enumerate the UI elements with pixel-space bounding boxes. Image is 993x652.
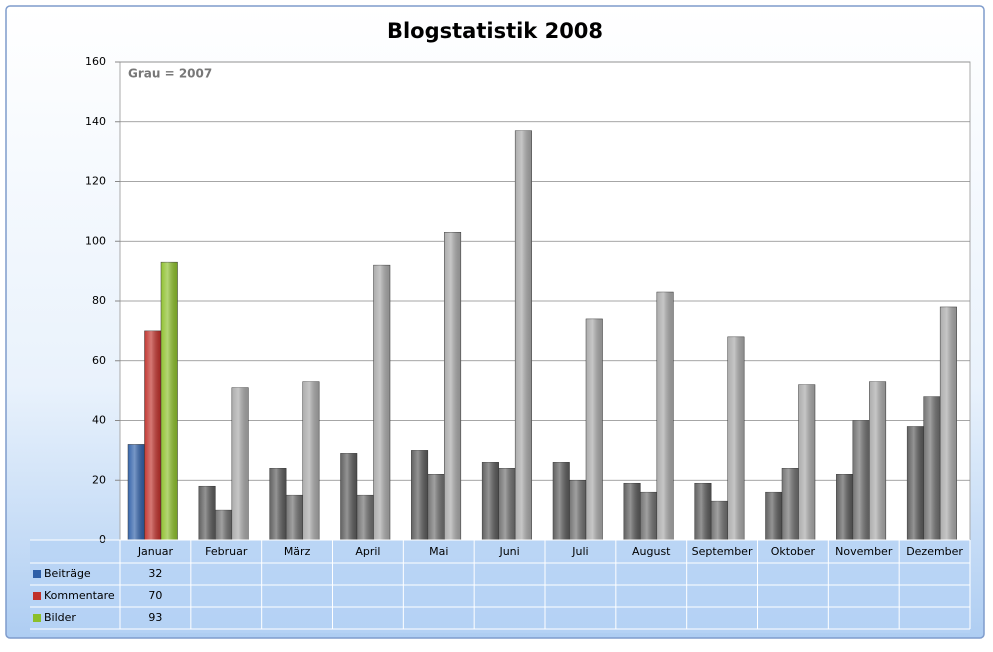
bar-gloss bbox=[411, 450, 428, 540]
legend-label: Beiträge bbox=[44, 567, 91, 580]
bar-gloss bbox=[215, 510, 232, 540]
x-tick-label: November bbox=[835, 545, 893, 558]
bar-gloss bbox=[727, 336, 745, 540]
bar-gloss bbox=[694, 483, 712, 540]
x-tick-label: April bbox=[355, 545, 380, 558]
legend-label: Bilder bbox=[44, 611, 76, 624]
bar-gloss bbox=[515, 130, 532, 540]
bar-gloss bbox=[482, 462, 499, 540]
x-tick-label: Januar bbox=[137, 545, 174, 558]
bar-gloss bbox=[444, 232, 461, 540]
y-tick-label: 160 bbox=[85, 55, 106, 68]
bar-gloss bbox=[940, 306, 957, 540]
legend-key bbox=[33, 570, 41, 578]
bar-gloss bbox=[711, 501, 728, 540]
bar-gloss bbox=[923, 396, 941, 540]
bar-gloss bbox=[782, 468, 799, 540]
x-tick-label: Dezember bbox=[906, 545, 963, 558]
x-tick-label: Februar bbox=[205, 545, 248, 558]
bar-gloss bbox=[656, 292, 674, 540]
x-tick-label: August bbox=[632, 545, 671, 558]
bar-gloss bbox=[128, 444, 145, 540]
table-value: 93 bbox=[148, 611, 162, 624]
chart-title: Blogstatistik 2008 bbox=[387, 19, 603, 43]
x-tick-label: Mai bbox=[429, 545, 448, 558]
bar-gloss bbox=[269, 468, 287, 540]
bar-gloss bbox=[586, 318, 603, 540]
bar-gloss bbox=[765, 492, 782, 540]
bar-gloss bbox=[357, 495, 374, 540]
x-tick-label: Juni bbox=[498, 545, 519, 558]
bar-gloss bbox=[231, 387, 249, 540]
bar-gloss bbox=[198, 486, 216, 540]
y-tick-label: 40 bbox=[92, 414, 106, 427]
bar-gloss bbox=[144, 330, 161, 540]
bar-gloss bbox=[640, 492, 657, 540]
x-tick-label: März bbox=[284, 545, 311, 558]
bar-gloss bbox=[852, 420, 870, 540]
bar-gloss bbox=[427, 474, 445, 540]
y-tick-label: 60 bbox=[92, 354, 106, 367]
data-table bbox=[30, 540, 970, 633]
y-tick-label: 100 bbox=[85, 234, 106, 247]
bar-gloss bbox=[373, 265, 390, 540]
table-value: 70 bbox=[148, 589, 162, 602]
x-tick-label: September bbox=[692, 545, 753, 558]
annotation: Grau = 2007 bbox=[128, 67, 212, 81]
bar-gloss bbox=[836, 474, 853, 540]
bar-gloss bbox=[161, 262, 178, 540]
bar-gloss bbox=[498, 468, 516, 540]
legend-key bbox=[33, 614, 41, 622]
table-value: 32 bbox=[148, 567, 162, 580]
bar-gloss bbox=[623, 483, 641, 540]
y-tick-label: 120 bbox=[85, 175, 106, 188]
bar-gloss bbox=[569, 480, 586, 540]
bar-gloss bbox=[302, 381, 320, 540]
legend-key bbox=[33, 592, 41, 600]
bar-gloss bbox=[286, 495, 303, 540]
bar-gloss bbox=[798, 384, 815, 540]
y-tick-label: 80 bbox=[92, 294, 106, 307]
x-tick-label: Oktober bbox=[771, 545, 816, 558]
legend-label: Kommentare bbox=[44, 589, 115, 602]
bar-gloss bbox=[553, 462, 570, 540]
bar-gloss bbox=[340, 453, 357, 540]
bar-gloss bbox=[907, 426, 924, 540]
y-tick-label: 140 bbox=[85, 115, 106, 128]
y-tick-label: 20 bbox=[92, 473, 106, 486]
bar-gloss bbox=[869, 381, 886, 540]
x-tick-label: Juli bbox=[571, 545, 588, 558]
